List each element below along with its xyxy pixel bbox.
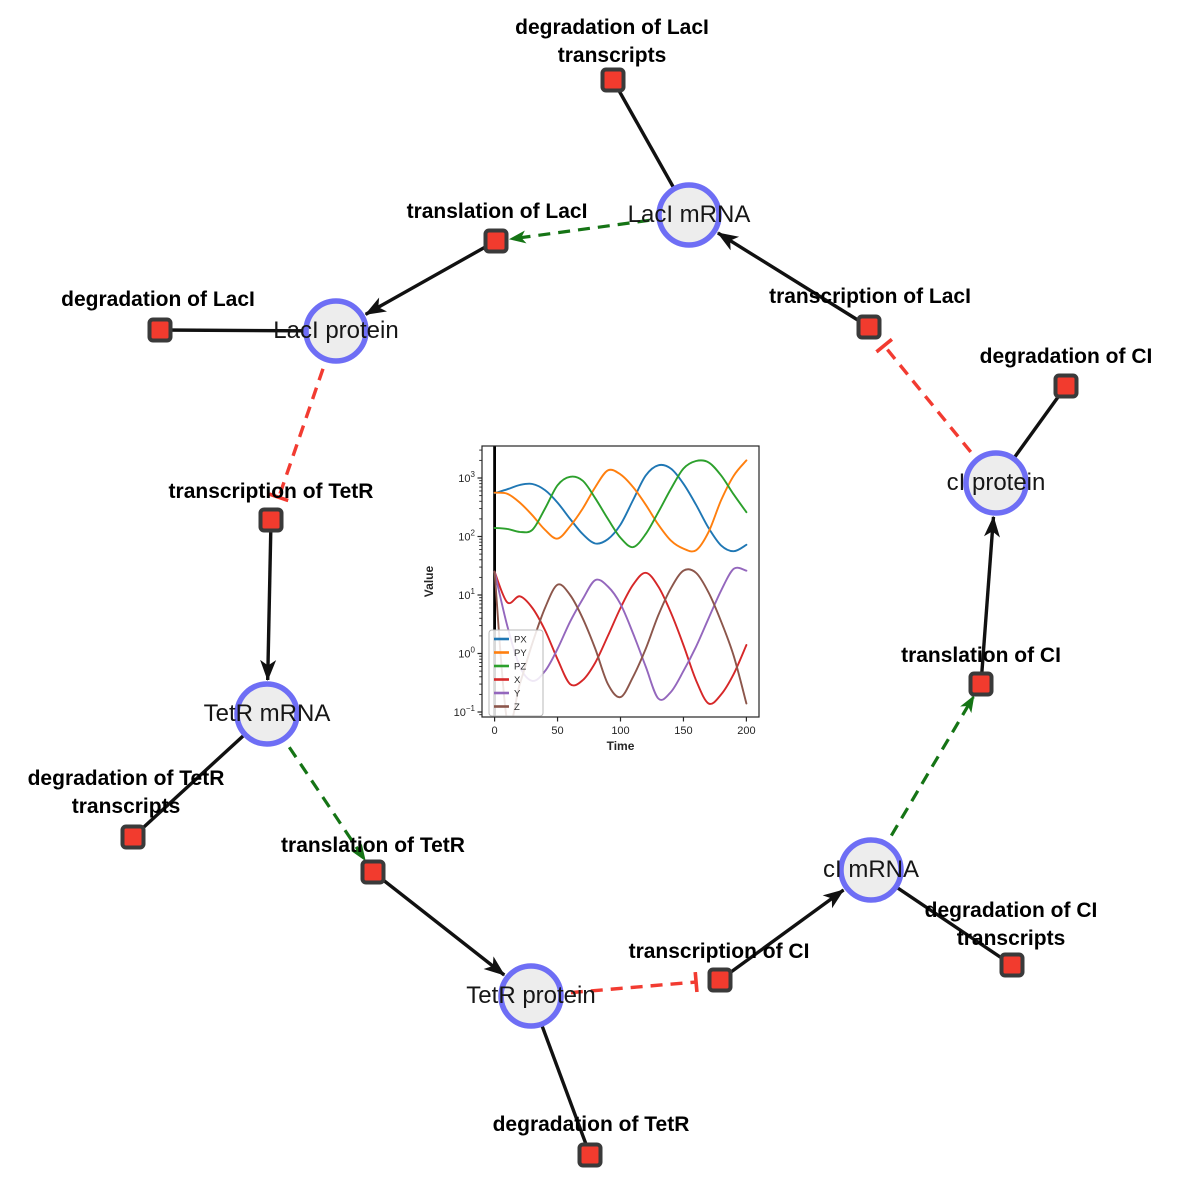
reaction-node-transcription-tetr[interactable]: [258, 507, 284, 533]
species-node-laci-mrna[interactable]: [656, 182, 722, 248]
reaction-node-deg-laci[interactable]: [147, 317, 173, 343]
reaction-node-translation-ci[interactable]: [968, 671, 994, 697]
y-axis-label: Value: [422, 566, 436, 598]
edge-transcription-ci-ci-mrna: [718, 888, 845, 982]
legend-label-px: PX: [514, 635, 527, 646]
x-tick-label: 50: [551, 725, 563, 737]
edge-transcription-laci-laci-mrna: [716, 231, 870, 329]
species-node-tetr-mrna[interactable]: [234, 681, 300, 747]
reaction-label-deg-tetr-transcripts: degradation of TetR transcripts: [27, 767, 225, 818]
legend-label-z: Z: [514, 702, 520, 713]
series-line-px: [493, 463, 748, 553]
x-tick-label: 100: [611, 725, 629, 737]
reaction-label-deg-ci-transcripts: degradation of CI transcripts: [924, 899, 1098, 950]
species-label-tetr-protein: TetR protein: [466, 982, 596, 1009]
reaction-label-translation-laci: translation of LacI: [406, 200, 588, 223]
series-line-pz: [493, 459, 748, 549]
x-tick-label: 150: [674, 725, 692, 737]
reaction-label-translation-tetr: translation of TetR: [281, 834, 465, 857]
series-line-py: [493, 459, 748, 553]
species-label-ci-protein: cI protein: [946, 469, 1046, 496]
reaction-node-transcription-laci[interactable]: [856, 314, 882, 340]
nodes-layer: [120, 67, 1079, 1168]
reaction-node-deg-tetr[interactable]: [577, 1142, 603, 1168]
edge-translation-ci-ci-protein: [979, 515, 1000, 685]
legend-label-py: PY: [514, 648, 527, 659]
reaction-node-transcription-ci[interactable]: [707, 967, 733, 993]
edge-transcription-tetr-tetr-mrna: [260, 519, 277, 682]
x-tick-label: 200: [737, 725, 755, 737]
species-label-laci-protein: LacI protein: [273, 317, 399, 344]
reaction-label-deg-laci-transcripts: degradation of LacI transcripts: [515, 16, 709, 67]
edge-translation-laci-laci-protein: [364, 239, 497, 316]
y-tick-label: 102: [458, 529, 475, 544]
species-node-ci-protein[interactable]: [963, 450, 1029, 516]
edge-translation-tetr-tetr-protein: [371, 870, 506, 977]
reaction-label-translation-ci: translation of CI: [901, 644, 1061, 667]
species-node-tetr-protein[interactable]: [498, 963, 564, 1029]
y-tick-label: 10−1: [454, 704, 476, 719]
reaction-label-deg-laci: degradation of LacI: [61, 288, 255, 311]
reaction-node-deg-laci-transcripts[interactable]: [600, 67, 626, 93]
reaction-label-transcription-tetr: transcription of TetR: [168, 480, 374, 503]
edge-ci-mrna-translation-ci: [869, 695, 975, 871]
legend-label-pz: PZ: [514, 662, 526, 673]
reaction-node-deg-tetr-transcripts[interactable]: [120, 824, 146, 850]
species-node-ci-mrna[interactable]: [838, 837, 904, 903]
timecourse-inset-chart: 0 50 100 150 200 103 102 101 100 10−1 Time Value PX P…: [422, 445, 760, 753]
legend-label-x: X: [514, 675, 521, 686]
y-tick-label: 103: [458, 470, 475, 485]
x-tick-label: 0: [492, 725, 498, 737]
species-node-laci-protein[interactable]: [303, 298, 369, 364]
reaction-node-translation-laci[interactable]: [483, 228, 509, 254]
species-label-laci-mrna: LacI mRNA: [627, 201, 751, 228]
species-label-ci-mrna: cI mRNA: [823, 856, 919, 883]
reaction-node-deg-ci-transcripts[interactable]: [999, 952, 1025, 978]
series-line-x: [493, 570, 748, 705]
reaction-node-translation-tetr[interactable]: [360, 859, 386, 885]
reaction-label-deg-ci: degradation of CI: [979, 345, 1153, 368]
reaction-node-deg-ci[interactable]: [1053, 373, 1079, 399]
x-axis-label: Time: [607, 739, 635, 753]
y-tick-label: 101: [458, 587, 475, 602]
species-label-tetr-mrna: TetR mRNA: [203, 700, 331, 727]
legend-label-y: Y: [514, 689, 521, 700]
y-tick-label: 100: [458, 646, 475, 661]
reaction-label-deg-tetr: degradation of TetR: [492, 1113, 690, 1136]
reaction-label-transcription-ci: transcription of CI: [628, 940, 810, 963]
reaction-label-transcription-laci: transcription of LacI: [769, 285, 971, 308]
